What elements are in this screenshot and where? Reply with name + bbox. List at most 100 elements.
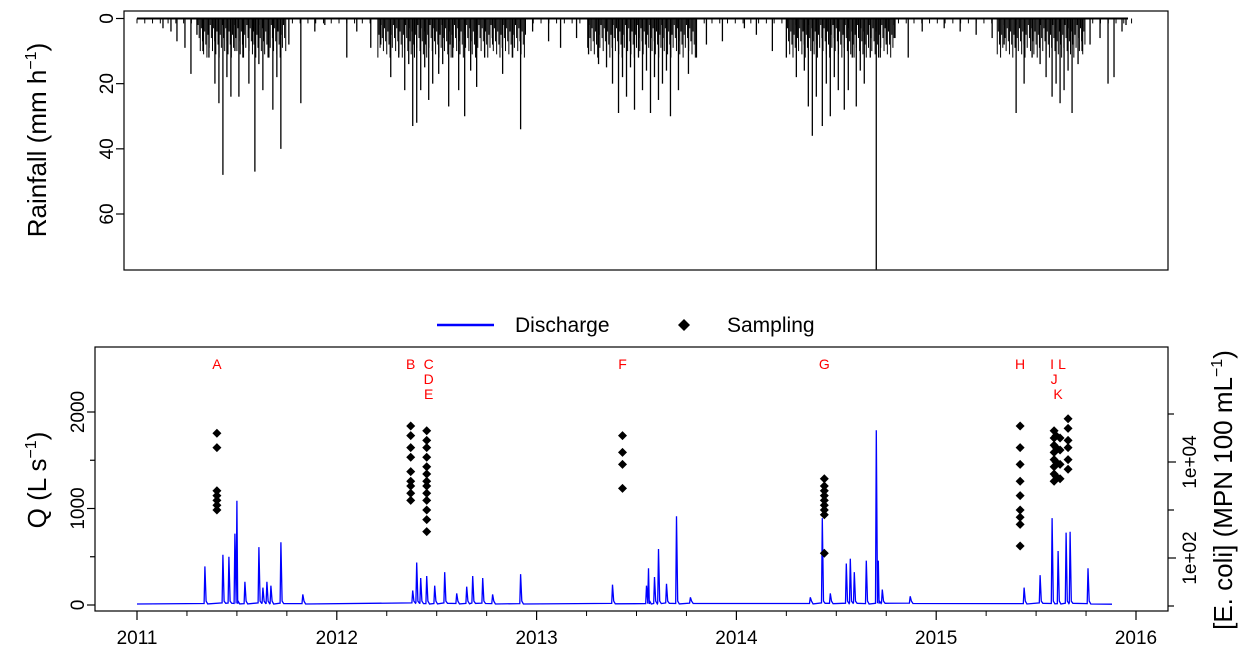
event-label: C (424, 356, 434, 372)
sampling-point (406, 476, 416, 486)
event-label: H (1015, 356, 1025, 372)
sampling-point (422, 481, 432, 491)
sampling-point (212, 486, 222, 496)
rainfall-y-tick-label: 60 (97, 203, 118, 224)
discharge-y-tick-label: 2000 (68, 391, 89, 433)
sampling-point (422, 505, 432, 515)
sampling-point (1015, 421, 1025, 431)
sampling-point (819, 510, 829, 520)
sampling-point (819, 500, 829, 510)
rainfall-y-axis: 0 20 40 60 (97, 13, 124, 225)
sampling-point (1063, 464, 1073, 474)
discharge-series-line (136, 430, 1113, 606)
legend-sampling-label: Sampling (727, 314, 815, 337)
x-tick-label: 2012 (316, 628, 358, 649)
discharge-y-axis: 0 1000 2000 (68, 391, 95, 610)
sampling-point (212, 443, 222, 453)
x-tick-label: 2011 (117, 628, 158, 649)
sampling-point (422, 469, 432, 479)
sampling-point (1015, 491, 1025, 501)
discharge-y-tick-label: 0 (68, 600, 89, 611)
sampling-point (819, 495, 829, 505)
sampling-point (1055, 474, 1065, 484)
sampling-point (1063, 455, 1073, 465)
ecoli-y-tick-label: 1e+02 (1180, 531, 1201, 584)
discharge-y-axis-title: Q (L s−1) (22, 432, 52, 529)
sampling-point (819, 491, 829, 501)
sampling-point (618, 447, 628, 457)
sampling-point (422, 462, 432, 472)
date-x-axis: 2011 2012 2013 2014 2015 2016 (117, 611, 1157, 649)
sampling-point (618, 483, 628, 493)
sampling-point (1055, 445, 1065, 455)
event-label: I (1050, 356, 1054, 372)
rainfall-y-tick-label: 20 (97, 73, 118, 94)
sampling-point (406, 467, 416, 477)
sampling-point (212, 495, 222, 505)
sampling-point (422, 435, 432, 445)
event-label: J (1051, 371, 1058, 387)
sampling-point (212, 491, 222, 501)
sampling-point (1055, 459, 1065, 469)
sampling-point (212, 505, 222, 515)
event-labels: A B CDE F G H I LJK (212, 356, 1066, 402)
sampling-point (1063, 423, 1073, 433)
x-tick-label: 2016 (1115, 628, 1157, 649)
sampling-point (1015, 459, 1025, 469)
sampling-point (212, 500, 222, 510)
sampling-point (406, 495, 416, 505)
rainfall-y-tick-label: 0 (97, 13, 118, 24)
sampling-point (406, 481, 416, 491)
legend-discharge-label: Discharge (515, 314, 610, 337)
ecoli-y-axis-title: [E. coli] (MPN 100 mL−1) (1208, 350, 1238, 630)
sampling-point (422, 527, 432, 537)
event-label: E (424, 386, 433, 402)
sampling-point (422, 452, 432, 462)
sampling-point (422, 476, 432, 486)
sampling-point (1055, 433, 1065, 443)
sampling-point (406, 488, 416, 498)
sampling-point (422, 515, 432, 525)
sampling-point (618, 459, 628, 469)
sampling-point (1063, 414, 1073, 424)
sampling-point (406, 421, 416, 431)
legend-sampling-marker (678, 319, 690, 331)
discharge-plot-frame (94, 346, 1169, 612)
ecoli-y-axis: 1e+02 1e+04 (1168, 413, 1201, 607)
sampling-point (422, 443, 432, 453)
sampling-point (1015, 512, 1025, 522)
sampling-point (1063, 435, 1073, 445)
event-label: D (424, 371, 434, 387)
sampling-point (819, 474, 829, 484)
sampling-point (1015, 476, 1025, 486)
sampling-point (422, 426, 432, 436)
sampling-point (819, 505, 829, 515)
sampling-point (1015, 505, 1025, 515)
sampling-point (212, 428, 222, 438)
event-label: F (618, 356, 627, 372)
discharge-y-tick-label: 1000 (68, 487, 89, 529)
x-tick-label: 2015 (915, 628, 957, 649)
event-label: A (212, 356, 222, 372)
sampling-point (406, 431, 416, 441)
sampling-point (422, 488, 432, 498)
legend: Discharge Sampling (437, 314, 815, 337)
x-tick-label: 2013 (515, 628, 557, 649)
sampling-point (819, 486, 829, 496)
sampling-point (1015, 519, 1025, 529)
ecoli-y-tick-label: 1e+04 (1180, 435, 1201, 489)
sampling-point (406, 443, 416, 453)
rainfall-panel: 0 20 40 60 Rainfall (mm h−1) (22, 10, 1169, 271)
rainfall-y-axis-title: Rainfall (mm h−1) (22, 43, 52, 238)
sampling-point (819, 548, 829, 558)
sampling-points (212, 414, 1073, 558)
sampling-point (1015, 443, 1025, 453)
event-label: L (1058, 356, 1066, 372)
sampling-point (1063, 443, 1073, 453)
rainfall-bars (136, 18, 1133, 270)
rainfall-plot-frame (123, 10, 1169, 271)
x-tick-label: 2014 (715, 628, 758, 649)
event-label: B (406, 356, 415, 372)
